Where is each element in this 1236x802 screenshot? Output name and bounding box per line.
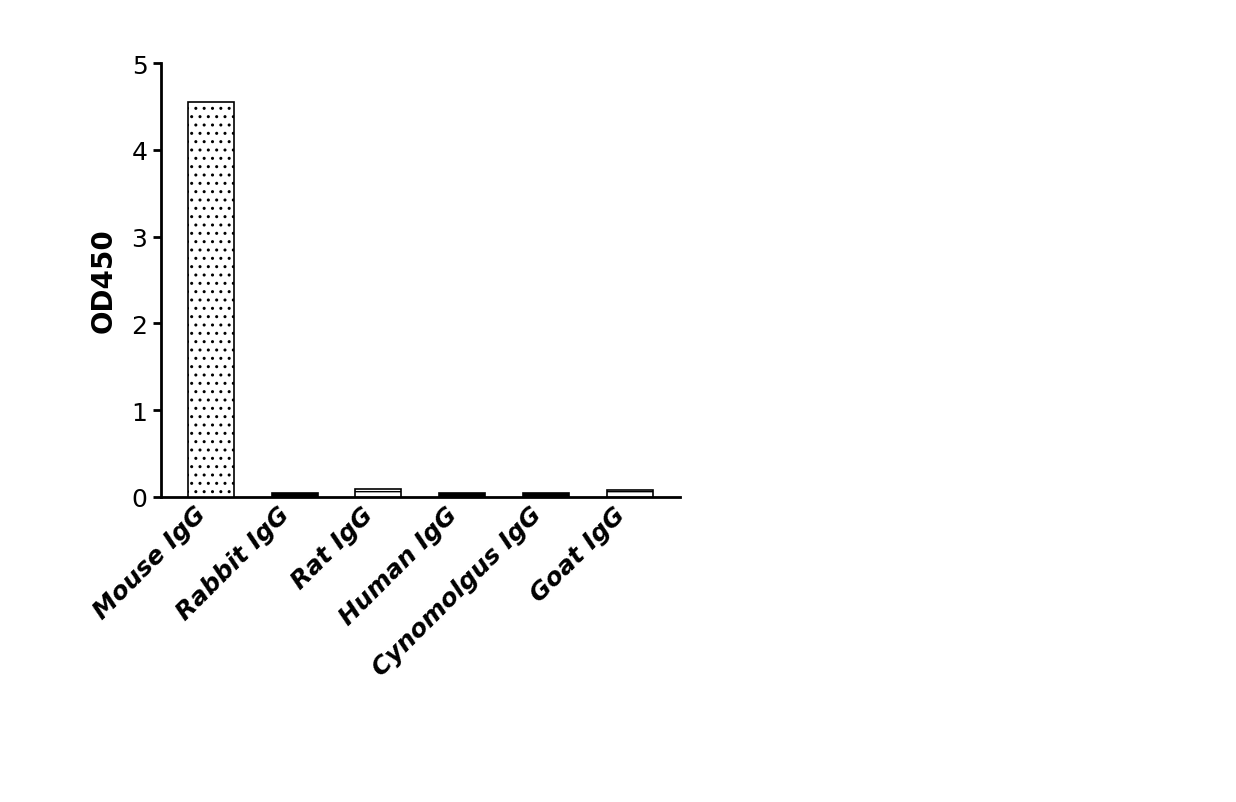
Bar — [607, 490, 653, 497]
Bar — [523, 494, 569, 497]
Bar — [439, 494, 486, 497]
Y-axis label: OD450: OD450 — [89, 229, 117, 333]
Bar — [188, 103, 234, 497]
Bar — [272, 494, 318, 497]
Bar — [356, 489, 402, 497]
